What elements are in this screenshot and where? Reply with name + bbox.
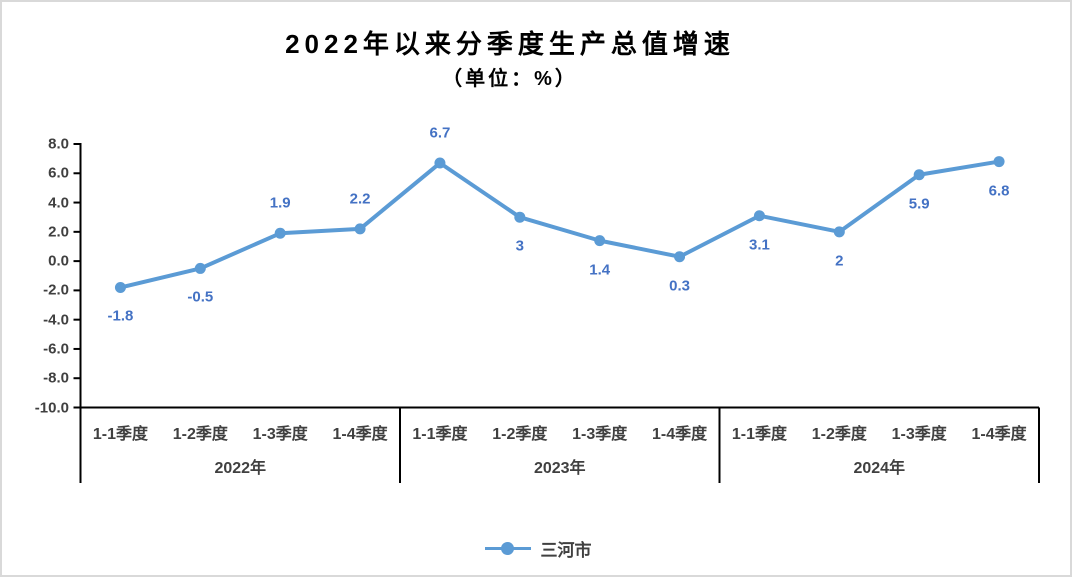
x-tick-label: 1-1季度 [412, 426, 468, 443]
data-point-marker [594, 235, 606, 247]
x-tick-label: 1-3季度 [572, 426, 628, 443]
x-tick-label: 1-1季度 [731, 426, 788, 443]
y-tick-label: -4.0 [43, 311, 69, 329]
y-tick-label: 0.0 [48, 252, 69, 270]
y-tick-label: -10.0 [34, 399, 69, 416]
x-tick-label: 1-3季度 [891, 426, 947, 443]
data-point-label: 0.3 [669, 277, 690, 295]
data-point-label: 6.7 [429, 124, 451, 142]
x-tick-label: 1-2季度 [492, 426, 548, 443]
data-point-marker [274, 227, 286, 239]
y-tick-label: 4.0 [48, 194, 69, 212]
x-tick-label: 1-3季度 [252, 426, 308, 443]
y-tick-label: -6.0 [43, 340, 69, 358]
data-point-label: -1.8 [107, 307, 134, 325]
chart-subtitle: （单位：%） [442, 68, 578, 90]
data-point-label: 1.9 [269, 194, 291, 212]
legend-series-label: 三河市 [540, 540, 592, 560]
legend-dot-icon [500, 541, 514, 555]
data-point-marker [194, 262, 206, 274]
chart-title: 2022年以来分季度生产总值增速 [285, 29, 735, 59]
data-point-marker [114, 281, 126, 293]
y-tick-label: 8.0 [48, 135, 69, 153]
data-point-label: 6.8 [988, 182, 1010, 200]
y-tick-label: -8.0 [43, 369, 69, 387]
x-tick-label: 1-1季度 [92, 426, 149, 443]
data-point-marker [913, 169, 925, 181]
x-tick-label: 1-2季度 [811, 426, 867, 443]
data-point-marker [833, 226, 845, 238]
data-point-label: 3 [515, 237, 524, 255]
x-tick-label: 1-4季度 [971, 426, 1027, 443]
series-line [118, 159, 1002, 290]
data-point-marker [674, 251, 686, 263]
legend-line-marker-icon [484, 541, 531, 555]
x-year-label: 2022年 [214, 460, 267, 477]
x-tick-label: 1-2季度 [172, 426, 228, 443]
x-year-label: 2024年 [853, 460, 906, 477]
x-tick-label: 1-4季度 [332, 426, 388, 443]
data-point-marker [993, 156, 1005, 168]
x-tick-label: 1-4季度 [651, 426, 708, 443]
data-point-label: -0.5 [187, 288, 214, 306]
data-point-label: 2.2 [349, 190, 371, 208]
data-point-label: 1.4 [589, 261, 611, 279]
data-point-marker [514, 211, 526, 223]
data-point-label: 2 [835, 252, 844, 270]
data-point-marker [354, 223, 366, 235]
x-year-label: 2023年 [533, 460, 586, 477]
data-point-label: 3.1 [749, 236, 770, 254]
y-tick-label: -2.0 [43, 281, 69, 299]
legend: 三河市 [2, 535, 1070, 561]
y-tick-label: 2.0 [48, 223, 69, 241]
y-tick-label: 6.0 [48, 164, 69, 182]
data-point-label: 5.9 [908, 195, 930, 213]
data-point-marker [753, 210, 765, 222]
data-point-marker [434, 157, 446, 169]
